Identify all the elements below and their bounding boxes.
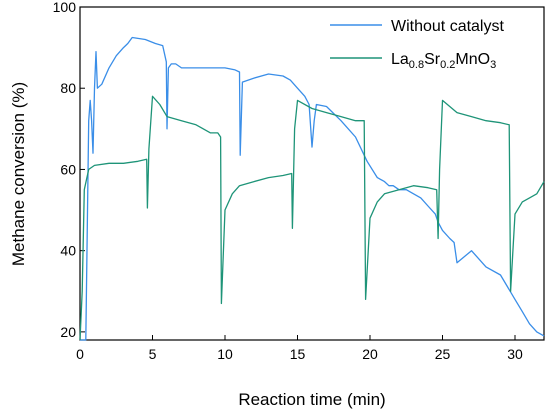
legend: Without catalyst La0.8Sr0.2MnO3 <box>330 18 504 71</box>
series-line-lsm <box>79 95 545 341</box>
y-tick-label: 40 <box>60 243 76 259</box>
legend-lsm-la: La <box>391 51 409 68</box>
y-axis-ticks: 20 40 60 80 100 <box>53 0 85 340</box>
x-axis-ticks: 0 5 10 15 20 25 30 <box>76 335 523 362</box>
legend-lsm-sub-2: 0.2 <box>440 59 455 71</box>
legend-lsm-sr: Sr <box>424 51 441 68</box>
x-tick-label: 10 <box>217 346 233 362</box>
x-tick-label: 0 <box>76 346 84 362</box>
y-axis-title: Methane conversion (%) <box>9 82 28 266</box>
y-tick-label: 20 <box>60 324 76 340</box>
legend-lsm-sub-1: 0.8 <box>409 59 424 71</box>
y-tick-label: 80 <box>60 80 76 96</box>
x-tick-label: 5 <box>149 346 157 362</box>
series-line-without-catalyst <box>80 36 545 341</box>
x-tick-label: 20 <box>362 346 378 362</box>
y-tick-label: 60 <box>60 161 76 177</box>
x-tick-label: 15 <box>290 346 306 362</box>
x-tick-label: 30 <box>507 346 523 362</box>
series-layer <box>79 36 545 341</box>
plot-area-frame <box>79 6 545 341</box>
legend-lsm-mno: MnO <box>455 51 490 68</box>
x-tick-label: 25 <box>435 346 451 362</box>
x-axis-title: Reaction time (min) <box>238 390 385 409</box>
legend-lsm-sub-3: 3 <box>490 59 496 71</box>
legend-label-without-catalyst: Without catalyst <box>391 18 504 35</box>
y-tick-label: 100 <box>53 0 77 15</box>
legend-label-lsm: La0.8Sr0.2MnO3 <box>391 51 496 71</box>
